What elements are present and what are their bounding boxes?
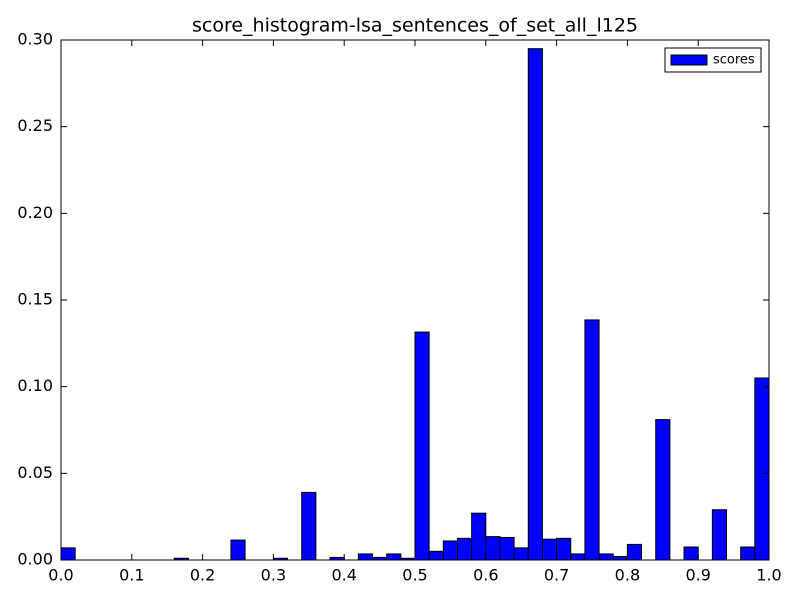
- x-tick-label: 0.7: [544, 566, 569, 585]
- bar: [428, 550, 444, 561]
- bar: [527, 48, 543, 561]
- y-tick-label: 0.25: [17, 116, 53, 135]
- x-tick-label: 0.4: [331, 566, 356, 585]
- legend-swatch: [670, 54, 708, 66]
- bar: [740, 546, 756, 561]
- y-tick-label: 0.20: [17, 203, 53, 222]
- bar: [485, 536, 501, 561]
- bar: [513, 547, 529, 561]
- bar: [541, 538, 558, 561]
- bar: [386, 553, 402, 561]
- y-tick-label: 0.15: [17, 290, 53, 309]
- bar: [655, 419, 671, 561]
- bar: [414, 331, 430, 561]
- bar: [471, 512, 487, 561]
- bar: [556, 537, 572, 561]
- bar: [499, 536, 515, 561]
- bar: [456, 537, 473, 561]
- x-tick-label: 0.9: [685, 566, 710, 585]
- x-tick-label: 0.0: [48, 566, 73, 585]
- bar: [570, 553, 586, 561]
- bar: [711, 509, 728, 561]
- x-tick-label: 0.6: [473, 566, 498, 585]
- bar: [60, 547, 76, 561]
- bar: [612, 556, 628, 561]
- x-tick-label: 0.8: [615, 566, 640, 585]
- y-tick-label: 0.10: [17, 376, 53, 395]
- x-tick-label: 0.5: [402, 566, 427, 585]
- bar: [584, 319, 600, 561]
- bar: [683, 546, 699, 561]
- bar: [357, 553, 374, 561]
- bar: [598, 553, 614, 561]
- y-tick-label: 0.00: [17, 550, 53, 569]
- x-tick-label: 0.3: [261, 566, 286, 585]
- x-tick-label: 1.0: [756, 566, 781, 585]
- bar: [301, 491, 317, 561]
- bar: [230, 539, 246, 561]
- y-tick-label: 0.30: [17, 30, 53, 49]
- y-tick-label: 0.05: [17, 463, 53, 482]
- x-tick-label: 0.2: [190, 566, 215, 585]
- bar: [754, 377, 770, 561]
- chart-title: score_histogram-lsa_sentences_of_set_all…: [192, 15, 638, 37]
- bar: [626, 543, 643, 561]
- legend-label: scores: [713, 53, 755, 68]
- bar: [442, 540, 458, 561]
- x-tick-label: 0.1: [119, 566, 144, 585]
